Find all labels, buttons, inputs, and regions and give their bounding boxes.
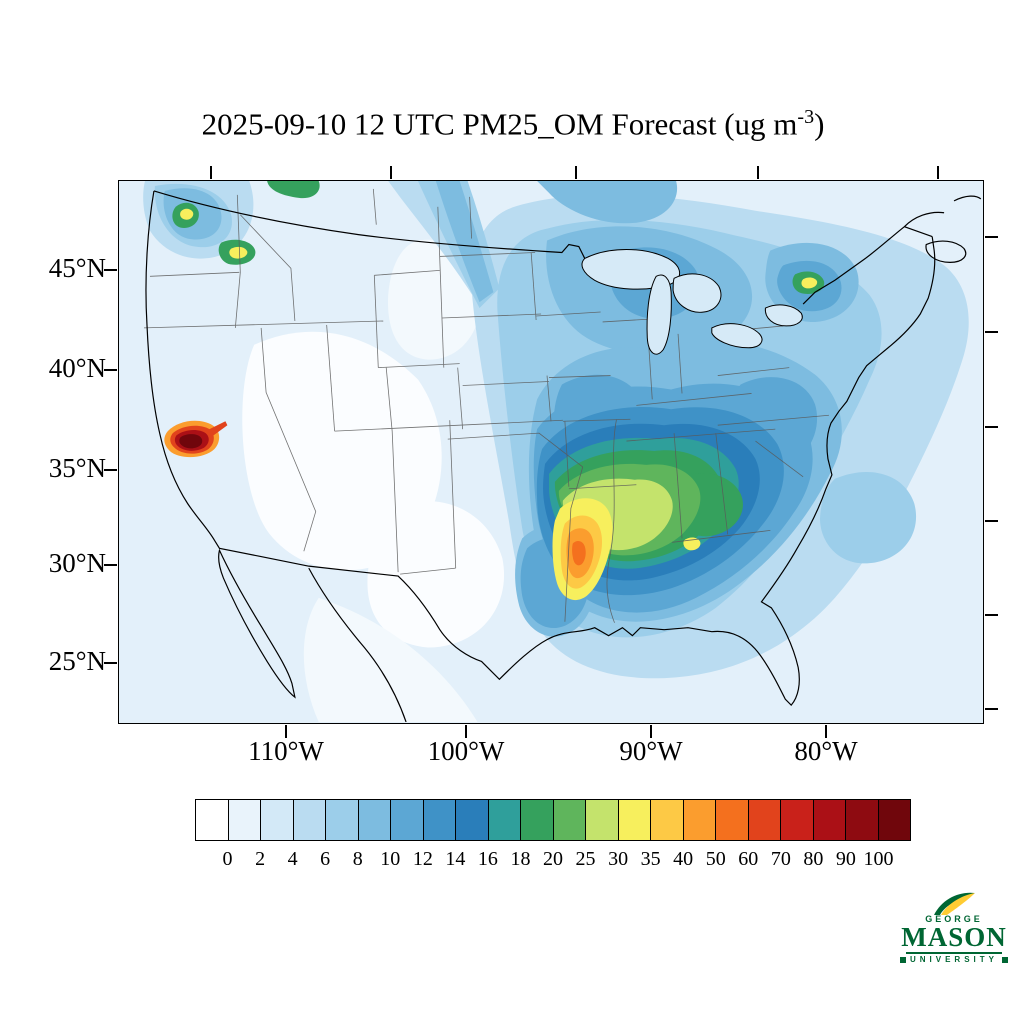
colorbar-tick-label: 40 <box>673 848 694 870</box>
gmu-logo-rule <box>906 952 1002 954</box>
y-axis-label: 40°N <box>48 353 106 383</box>
y-axis-tick <box>104 564 117 566</box>
y-axis-tick <box>104 369 117 371</box>
colorbar-cell <box>715 799 749 841</box>
pm-field-low <box>242 239 505 722</box>
gmu-leaf-icon <box>934 892 975 915</box>
x-axis-label: 90°W <box>619 736 683 766</box>
colorbar-cells <box>195 799 911 841</box>
colorbar-cell <box>520 799 554 841</box>
right-tick <box>985 708 998 710</box>
colorbar-tick-label: 14 <box>445 848 466 870</box>
plot-title: 2025-09-10 12 UTC PM25_OM Forecast (ug m… <box>80 106 946 142</box>
forecast-map <box>120 181 982 722</box>
map-panel <box>118 180 984 724</box>
colorbar-cell <box>455 799 489 841</box>
state-boundaries <box>143 188 829 623</box>
x-axis-label: 80°W <box>794 736 858 766</box>
colorbar-cell <box>260 799 294 841</box>
right-tick <box>985 236 998 238</box>
top-tick <box>575 166 577 179</box>
plot-title-exponent: -3 <box>797 106 815 128</box>
colorbar-cell <box>650 799 684 841</box>
colorbar-cell <box>292 799 326 841</box>
coastlines <box>145 190 982 722</box>
colorbar-cell <box>747 799 781 841</box>
y-axis-label: 30°N <box>48 548 106 578</box>
y-axis-tick <box>104 469 117 471</box>
gmu-logo-university: UNIVERSITY <box>898 955 1010 964</box>
colorbar-tick-label: 25 <box>575 848 596 870</box>
plot-title-text: 2025-09-10 12 UTC PM25_OM Forecast (ug m <box>201 106 798 142</box>
colorbar-tick-label: 8 <box>352 848 363 870</box>
colorbar-cell <box>617 799 651 841</box>
x-axis-tick <box>650 725 652 738</box>
x-axis-tick <box>465 725 467 738</box>
colorbar-tick-label: 35 <box>640 848 661 870</box>
top-tick <box>210 166 212 179</box>
y-axis-label: 35°N <box>48 453 106 483</box>
great-lakes <box>581 248 803 355</box>
x-axis-label: 100°W <box>427 736 505 766</box>
gmu-logo: GEORGE MASON UNIVERSITY <box>898 892 1010 964</box>
top-tick <box>390 166 392 179</box>
california-fire-hotspot <box>164 420 228 458</box>
colorbar-cell <box>585 799 619 841</box>
x-axis-tick <box>285 725 287 738</box>
gmu-logo-george: GEORGE <box>925 914 983 924</box>
colorbar-tick-label: 18 <box>510 848 531 870</box>
colorbar-cell <box>422 799 456 841</box>
top-tick <box>937 166 939 179</box>
right-tick <box>985 331 998 333</box>
colorbar-cell <box>487 799 521 841</box>
colorbar-tick-label: 16 <box>477 848 498 870</box>
x-axis-label: 110°W <box>248 736 324 766</box>
colorbar-tick-label: 0 <box>222 848 233 870</box>
colorbar-labels: 0 2 4 6 8 10 12 14 16 18 20 25 30 35 40 50 60 70 80 90 100 <box>195 848 911 874</box>
colorbar-tick-label: 80 <box>803 848 824 870</box>
colorbar-tick-label: 4 <box>287 848 298 870</box>
top-tick <box>757 166 759 179</box>
colorbar-tick-label: 70 <box>770 848 791 870</box>
gmu-logo-mason: MASON <box>901 922 1007 952</box>
colorbar-cell <box>325 799 359 841</box>
colorbar-cell <box>195 799 229 841</box>
colorbar-tick-label: 10 <box>380 848 401 870</box>
colorbar-cell <box>780 799 814 841</box>
colorbar-tick-label: 6 <box>320 848 331 870</box>
right-tick <box>985 520 998 522</box>
colorbar-tick-label: 100 <box>863 848 894 870</box>
colorbar-tick-label: 12 <box>412 848 433 870</box>
colorbar-tick-label: 20 <box>543 848 563 870</box>
colorbar-cell <box>552 799 586 841</box>
colorbar-tick-label: 30 <box>608 848 629 870</box>
colorbar-tick-label: 50 <box>705 848 726 870</box>
colorbar-cell <box>845 799 879 841</box>
y-axis-tick <box>104 269 117 271</box>
colorbar-cell <box>682 799 716 841</box>
right-tick <box>985 614 998 616</box>
colorbar-cell <box>357 799 391 841</box>
colorbar-tick-label: 2 <box>255 848 266 870</box>
colorbar-cell <box>812 799 846 841</box>
right-tick <box>985 426 998 428</box>
colorbar-cell <box>227 799 261 841</box>
y-axis-tick <box>104 662 117 664</box>
x-axis-tick <box>825 725 827 738</box>
plot-title-suffix: ) <box>814 106 825 142</box>
y-axis-label: 45°N <box>48 253 106 283</box>
colorbar-tick-label: 90 <box>835 848 856 870</box>
y-axis-label: 25°N <box>48 646 106 676</box>
colorbar-cell <box>390 799 424 841</box>
colorbar-cell <box>877 799 911 841</box>
colorbar-tick-label: 60 <box>738 848 759 870</box>
